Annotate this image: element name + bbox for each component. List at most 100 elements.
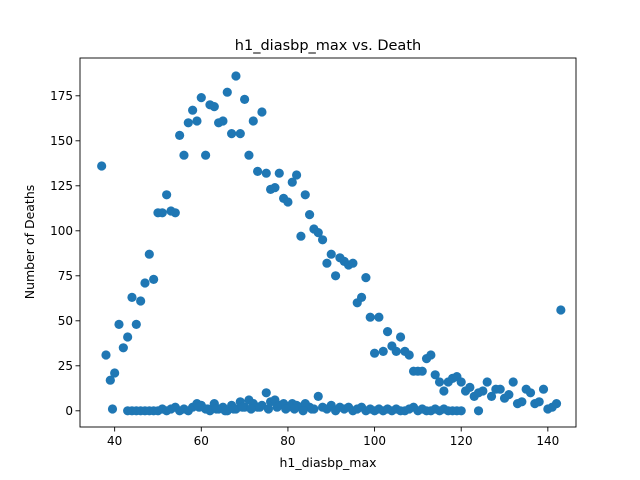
data-point-40 xyxy=(261,168,271,178)
data-point-68 xyxy=(382,327,393,337)
data-point-0 xyxy=(97,161,107,171)
data-point-65 xyxy=(369,348,380,358)
data-point-52 xyxy=(313,228,323,238)
data-point-53 xyxy=(317,235,328,245)
data-point-62 xyxy=(356,292,367,302)
y-tick-label-0: 0 xyxy=(65,404,73,418)
data-point-199 xyxy=(298,406,308,416)
y-tick-label-150: 150 xyxy=(50,134,73,148)
data-point-140 xyxy=(261,388,271,398)
chart-title: h1_diasbp_max vs. Death xyxy=(235,38,421,54)
data-point-108 xyxy=(556,305,566,315)
data-point-22 xyxy=(183,118,193,128)
data-point-97 xyxy=(508,377,518,387)
data-point-92 xyxy=(486,391,497,401)
data-point-42 xyxy=(270,183,280,193)
data-point-43 xyxy=(274,168,284,178)
data-point-5 xyxy=(114,319,124,329)
data-point-38 xyxy=(253,166,263,176)
data-point-71 xyxy=(395,332,406,342)
data-point-46 xyxy=(287,177,297,187)
data-point-55 xyxy=(326,249,336,259)
data-point-152 xyxy=(313,391,323,401)
data-point-20 xyxy=(175,130,185,140)
data-point-12 xyxy=(140,278,150,288)
data-point-91 xyxy=(482,377,492,387)
data-point-90 xyxy=(478,386,488,396)
data-point-9 xyxy=(127,292,137,302)
data-point-67 xyxy=(378,346,388,356)
y-tick-label-100: 100 xyxy=(50,224,73,238)
data-point-79 xyxy=(430,370,440,380)
data-point-85 xyxy=(456,377,466,387)
data-point-45 xyxy=(283,197,293,207)
data-point-193 xyxy=(246,404,256,414)
data-point-36 xyxy=(244,150,254,160)
data-point-195 xyxy=(263,404,274,414)
x-axis-label: h1_diasbp_max xyxy=(279,455,376,470)
data-point-24 xyxy=(192,116,202,126)
data-point-33 xyxy=(231,71,241,81)
data-point-198 xyxy=(289,404,300,414)
data-point-64 xyxy=(365,312,375,322)
data-point-81 xyxy=(439,386,449,396)
data-point-39 xyxy=(257,107,267,117)
y-tick-label-50: 50 xyxy=(58,314,73,328)
data-point-26 xyxy=(201,150,211,160)
data-point-78 xyxy=(426,350,436,360)
data-point-66 xyxy=(374,312,384,322)
data-point-2 xyxy=(105,375,115,385)
data-point-7 xyxy=(123,332,133,342)
data-point-28 xyxy=(209,102,219,112)
data-point-76 xyxy=(417,366,427,376)
data-point-23 xyxy=(188,105,198,115)
x-tick-label-80: 80 xyxy=(280,434,295,448)
x-tick-label-100: 100 xyxy=(363,434,386,448)
x-axis: 40 60 80 100 120 140 xyxy=(107,427,559,448)
data-point-31 xyxy=(222,87,232,97)
data-point-189 xyxy=(211,404,222,414)
data-point-194 xyxy=(255,402,265,412)
data-point-10 xyxy=(131,319,141,329)
data-point-60 xyxy=(348,258,358,268)
x-tick-label-40: 40 xyxy=(107,434,122,448)
data-point-56 xyxy=(330,271,341,281)
data-point-196 xyxy=(272,402,282,412)
data-point-63 xyxy=(361,273,371,283)
data-point-1 xyxy=(101,350,111,360)
data-point-107 xyxy=(551,399,562,409)
data-point-50 xyxy=(304,210,315,220)
data-point-11 xyxy=(136,296,146,306)
data-point-188 xyxy=(203,404,213,414)
data-point-190 xyxy=(220,406,230,416)
data-point-47 xyxy=(291,170,302,180)
data-point-70 xyxy=(391,346,401,356)
data-point-17 xyxy=(162,190,172,200)
data-point-16 xyxy=(157,208,167,218)
y-tick-label-125: 125 xyxy=(50,179,73,193)
data-point-25 xyxy=(196,93,206,103)
data-point-187 xyxy=(194,402,204,412)
data-point-94 xyxy=(495,384,505,394)
data-point-191 xyxy=(229,404,239,414)
data-point-21 xyxy=(179,150,189,160)
data-point-87 xyxy=(465,382,475,392)
data-point-54 xyxy=(322,258,332,268)
data-point-96 xyxy=(504,390,514,400)
data-point-34 xyxy=(235,129,245,139)
data-point-4 xyxy=(110,368,120,378)
y-axis-label: Number of Deaths xyxy=(22,185,37,300)
data-point-200 xyxy=(307,404,317,414)
data-point-48 xyxy=(296,231,306,241)
x-tick-label-140: 140 xyxy=(536,434,559,448)
data-point-186 xyxy=(473,406,484,416)
data-point-103 xyxy=(534,397,544,407)
y-tick-label-75: 75 xyxy=(58,269,73,283)
data-point-104 xyxy=(538,384,549,394)
data-point-101 xyxy=(525,388,536,398)
data-point-49 xyxy=(300,190,310,200)
data-point-19 xyxy=(170,208,180,218)
data-points xyxy=(97,71,566,416)
data-point-32 xyxy=(227,129,237,139)
